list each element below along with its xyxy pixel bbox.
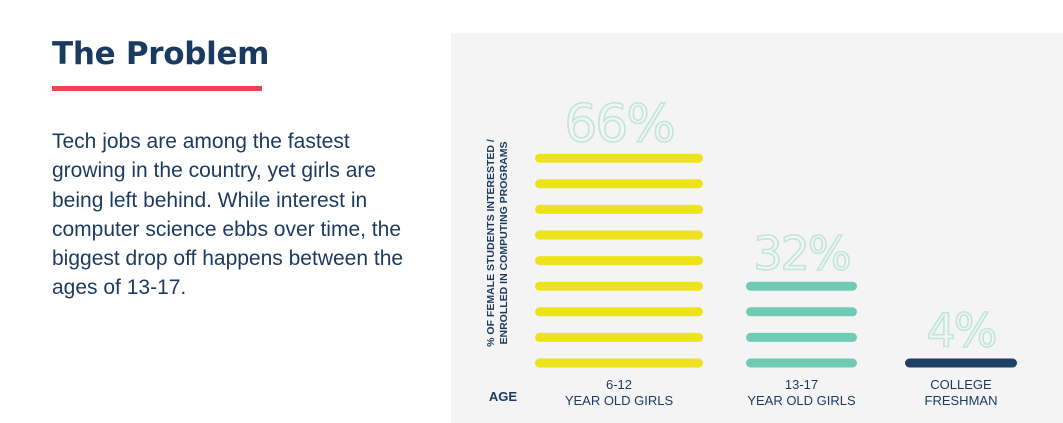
- bar-stripe: [746, 281, 857, 291]
- value-label: 4%: [927, 304, 996, 358]
- bar-stripe: [535, 307, 703, 317]
- bar-stripe: [535, 230, 703, 240]
- chart-panel: 66% 6-12 YEAR OLD GIRLS 32% 13-17 YEAR OLD GI…: [451, 33, 1063, 423]
- value-label: 66%: [564, 95, 674, 155]
- x-axis-label: AGE: [489, 389, 518, 404]
- bar-stripe: [535, 153, 703, 163]
- category-label-line1: COLLEGE: [930, 377, 992, 392]
- bar-stripe: [535, 204, 703, 214]
- bar-stripe: [535, 358, 703, 368]
- category-label-line1: 6-12: [606, 377, 632, 392]
- bar-stripe: [746, 358, 857, 368]
- bar-stripe: [905, 358, 1017, 368]
- y-axis-label-line-2: ENROLLED IN COMPUTING PROGRAMS: [498, 141, 510, 344]
- bar-stripe: [535, 179, 703, 189]
- category-label-line2: YEAR OLD GIRLS: [565, 393, 674, 408]
- bar-stripe: [746, 307, 857, 317]
- problem-description: Tech jobs are among the fastest growing …: [52, 130, 404, 300]
- category-label-line1: 13-17: [785, 377, 818, 392]
- y-axis-label-line-1: % OF FEMALE STUDENTS INTERESTED /: [485, 139, 497, 347]
- y-axis-label: % OF FEMALE STUDENTS INTERESTED / ENROLLE…: [485, 139, 510, 347]
- category-label-line2: FRESHMAN: [925, 393, 998, 408]
- heading-underline: [52, 86, 262, 91]
- category-label-line2: YEAR OLD GIRLS: [747, 393, 856, 408]
- value-label: 32%: [753, 227, 850, 281]
- bar-stripe: [535, 332, 703, 342]
- bar-stripe: [535, 256, 703, 266]
- bar-stripe: [746, 332, 857, 342]
- section-heading: The Problem: [52, 36, 270, 72]
- bar-stripe: [535, 281, 703, 291]
- problem-section: The Problem Tech jobs are among the fast…: [52, 36, 422, 303]
